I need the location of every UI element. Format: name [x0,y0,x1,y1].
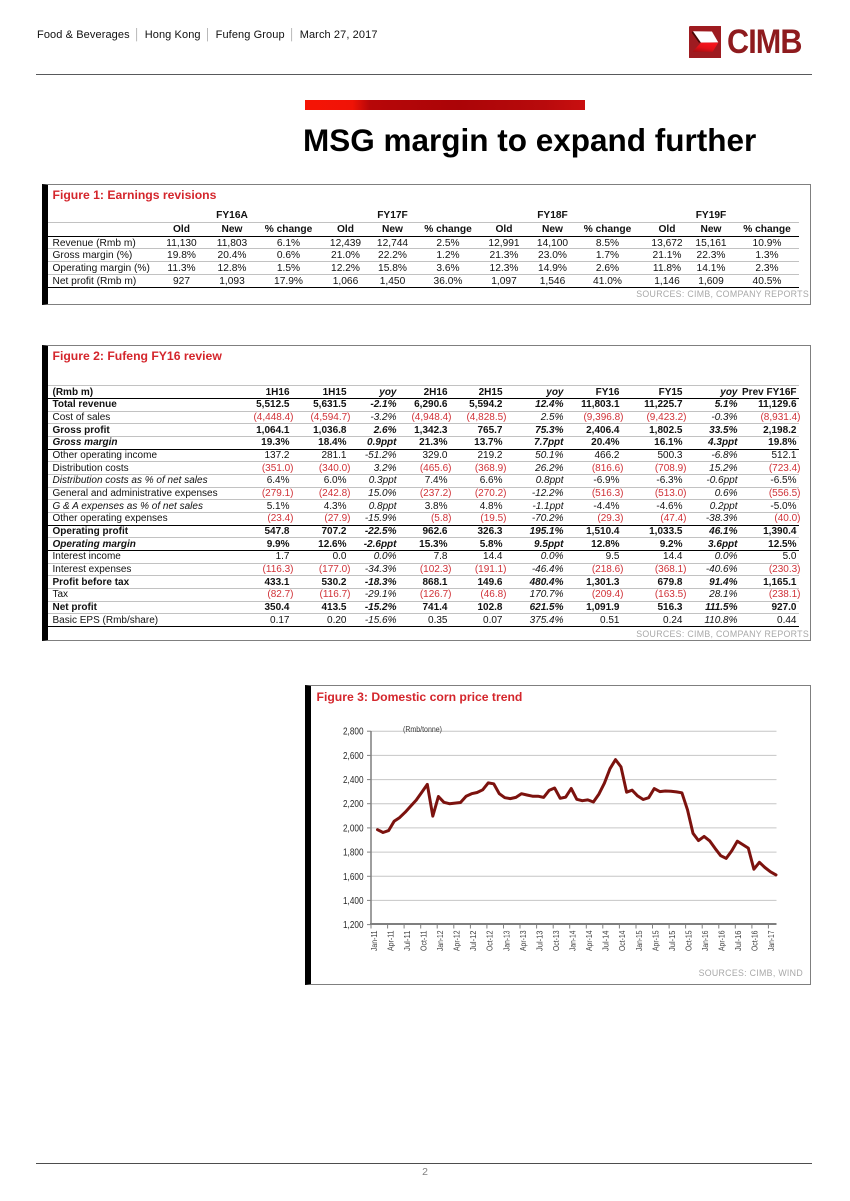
svg-text:Jan-11: Jan-11 [369,930,379,951]
svg-text:Jul-15: Jul-15 [667,930,677,951]
svg-text:Oct-12: Oct-12 [485,930,495,951]
svg-text:Jan-15: Jan-15 [634,930,644,951]
svg-text:Oct-13: Oct-13 [551,930,561,951]
svg-text:(Rmb/tonne): (Rmb/tonne) [403,724,442,734]
svg-text:2,800: 2,800 [343,726,364,737]
svg-text:Apr-11: Apr-11 [385,930,395,951]
svg-text:2,200: 2,200 [343,799,364,810]
svg-text:Apr-14: Apr-14 [584,930,594,951]
svg-text:Jan-13: Jan-13 [501,930,511,951]
svg-text:Apr-12: Apr-12 [452,930,462,951]
svg-text:Oct-15: Oct-15 [683,930,693,951]
svg-text:Apr-15: Apr-15 [650,930,660,951]
svg-text:1,600: 1,600 [343,871,364,882]
svg-text:Jan-12: Jan-12 [435,930,445,951]
svg-text:Apr-16: Apr-16 [717,930,727,951]
svg-text:Jan-14: Jan-14 [568,930,578,951]
svg-text:Oct-16: Oct-16 [750,930,760,951]
svg-text:Jul-16: Jul-16 [733,930,743,951]
svg-text:1,800: 1,800 [343,847,364,858]
svg-text:Jul-11: Jul-11 [402,930,412,951]
svg-text:Jan-16: Jan-16 [700,930,710,951]
svg-text:Oct-14: Oct-14 [617,930,627,951]
svg-text:2,400: 2,400 [343,775,364,786]
svg-text:1,200: 1,200 [343,920,364,931]
svg-text:Apr-13: Apr-13 [518,930,528,951]
svg-text:2,000: 2,000 [343,823,364,834]
svg-text:Jan-17: Jan-17 [766,930,776,951]
svg-text:Jul-13: Jul-13 [534,930,544,951]
svg-text:Jul-12: Jul-12 [468,930,478,951]
svg-text:2,600: 2,600 [343,750,364,761]
svg-text:Jul-14: Jul-14 [601,930,611,951]
svg-text:1,400: 1,400 [343,895,364,906]
svg-text:Oct-11: Oct-11 [419,930,429,951]
